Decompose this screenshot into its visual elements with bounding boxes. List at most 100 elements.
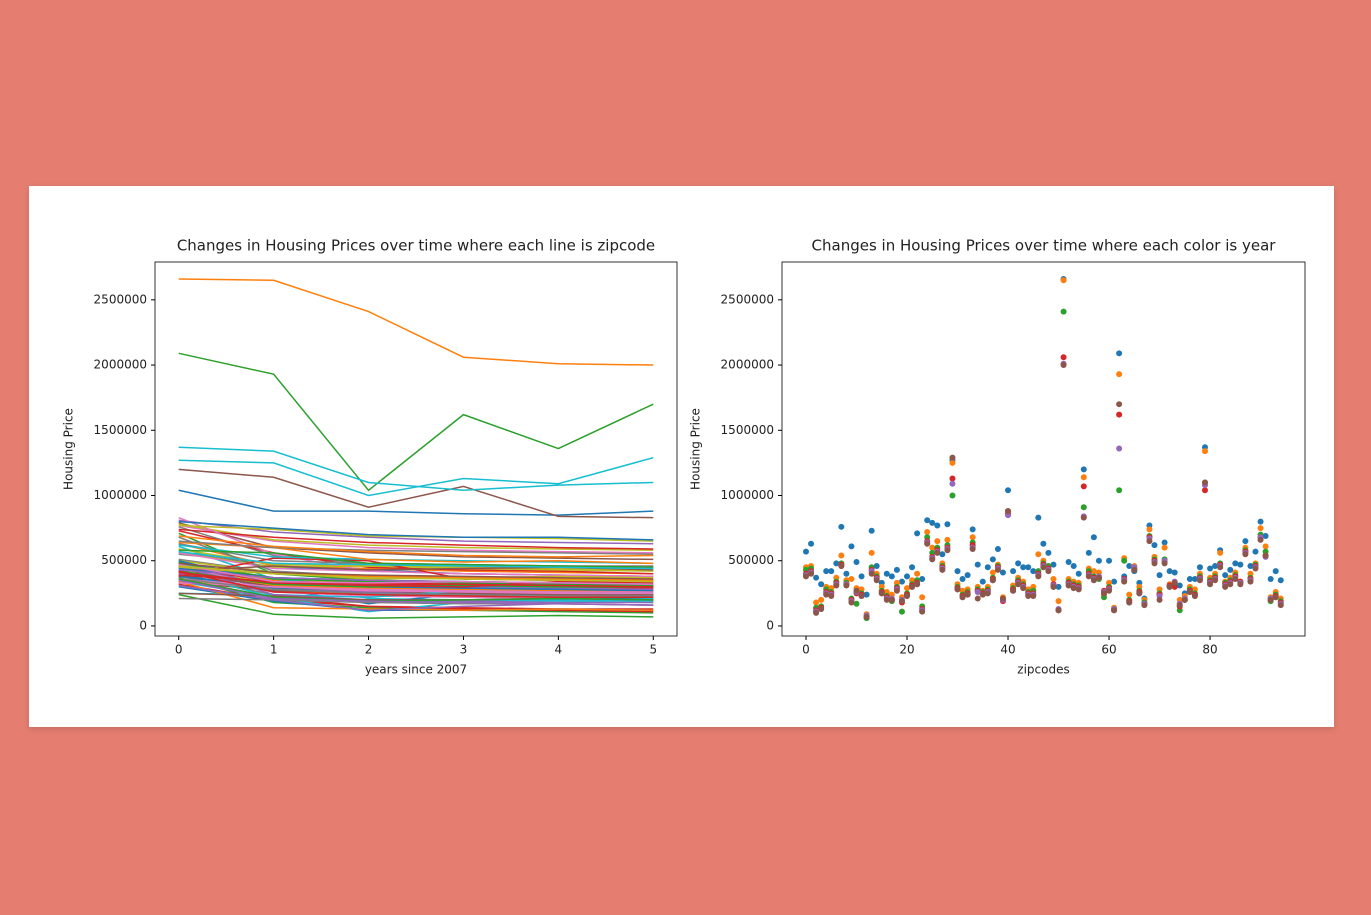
scatter-point (1232, 575, 1239, 582)
scatter-point (1166, 568, 1173, 575)
scatter-point (1217, 549, 1224, 556)
y-tick-label: 1500000 (94, 423, 147, 437)
scatter-point (1222, 572, 1229, 579)
scatter-point (1267, 575, 1274, 582)
scatter-point (853, 559, 860, 566)
scatter-point (1237, 581, 1244, 588)
scatter-point (1080, 483, 1087, 490)
scatter-point (1060, 277, 1067, 284)
scatter-point (808, 540, 815, 547)
scatter-point (1247, 578, 1254, 585)
scatter-point (1207, 581, 1214, 588)
scatter-point (999, 595, 1006, 602)
scatter-point (1146, 538, 1153, 545)
line (178, 535, 654, 558)
scatter-point (1201, 487, 1208, 494)
y-tick-label: 0 (766, 618, 774, 632)
y-tick-label: 500000 (101, 553, 147, 567)
scatter-point (868, 527, 875, 534)
scatter-point (1242, 538, 1249, 545)
scatter-point (818, 596, 825, 603)
scatter-point (919, 608, 926, 615)
y-tick-label: 1500000 (721, 423, 774, 437)
scatter-point (1126, 599, 1133, 606)
scatter-point (838, 562, 845, 569)
scatter-point (1080, 514, 1087, 521)
scatter-point (1055, 583, 1062, 590)
scatter-point (1262, 543, 1269, 550)
scatter-point (802, 548, 809, 555)
x-tick-label: 1 (270, 643, 278, 657)
y-tick-label: 2000000 (94, 358, 147, 372)
scatter-point (1075, 586, 1082, 593)
chart-title: Changes in Housing Prices over time wher… (177, 237, 655, 255)
scatter-point (1030, 568, 1037, 575)
scatter-point (989, 556, 996, 563)
scatter-point (969, 545, 976, 552)
scatter-point (1106, 587, 1113, 594)
scatter-point (1035, 551, 1042, 558)
scatter-point (1136, 590, 1143, 597)
scatter-point (1095, 557, 1102, 564)
scatter-point (949, 480, 956, 487)
scatter-point (1196, 577, 1203, 584)
scatter-point (904, 592, 911, 599)
scatter-point (934, 538, 941, 545)
line (178, 489, 654, 516)
scatter-point (1065, 582, 1072, 589)
scatter-point (989, 577, 996, 584)
scatter-point (888, 573, 895, 580)
scatter-point (828, 592, 835, 599)
scatter-point (808, 570, 815, 577)
scatter-point (919, 575, 926, 582)
scatter-point (1212, 562, 1219, 569)
scatter-point (949, 459, 956, 466)
scatter-point (1116, 411, 1123, 418)
scatter-point (823, 591, 830, 598)
line (178, 352, 654, 492)
scatter-point (1252, 565, 1259, 572)
scatter-point (1207, 565, 1214, 572)
scatter-point (1085, 573, 1092, 580)
scatter-point (898, 598, 905, 605)
y-tick-label: 500000 (728, 553, 774, 567)
scatter-point (1252, 548, 1259, 555)
scatter-point (929, 519, 936, 526)
scatter-point (969, 526, 976, 533)
scatter-point (914, 570, 921, 577)
x-tick-label: 0 (175, 643, 183, 657)
scatter-point (1095, 574, 1102, 581)
scatter-point (984, 564, 991, 571)
x-tick-label: 20 (899, 643, 914, 657)
scatter-point (1257, 525, 1264, 532)
scatter-point (1257, 536, 1264, 543)
scatter-point (1055, 598, 1062, 605)
scatter-point (929, 544, 936, 551)
line (178, 456, 654, 497)
scatter-point (1222, 583, 1229, 590)
scatter-point (818, 605, 825, 612)
chart-title: Changes in Housing Prices over time wher… (812, 237, 1277, 255)
scatter-point (1010, 587, 1017, 594)
scatter-point (904, 573, 911, 580)
scatter-point (1050, 575, 1057, 582)
scatter-point (1272, 594, 1279, 601)
scatter-point (1055, 607, 1062, 614)
scatter-point (823, 568, 830, 575)
scatter-point (1121, 578, 1128, 585)
scatter-point (1005, 487, 1012, 494)
scatter-point (1015, 560, 1022, 567)
scatter-point (964, 591, 971, 598)
scatter-point (1116, 445, 1123, 452)
scatter-point (954, 568, 961, 575)
scatter-point (848, 543, 855, 550)
scatter-point (1232, 560, 1239, 567)
scatter-point (1116, 487, 1123, 494)
line (178, 562, 654, 580)
scatter-point (1257, 518, 1264, 525)
scatter-point (833, 560, 840, 567)
scatter-point (1161, 539, 1168, 546)
line (178, 578, 654, 597)
scatter-point (898, 608, 905, 615)
scatter-point (909, 564, 916, 571)
